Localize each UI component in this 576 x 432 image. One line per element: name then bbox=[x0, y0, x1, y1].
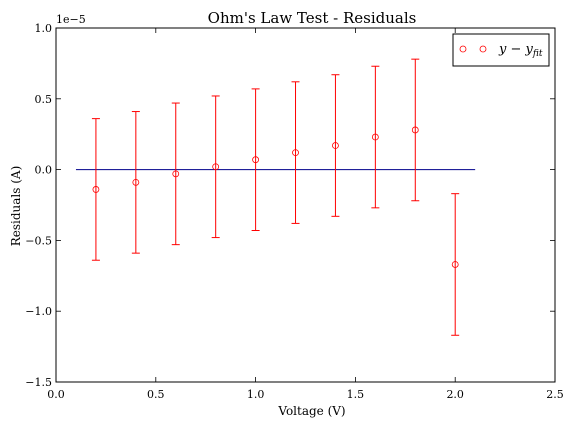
x-tick-label: 2.5 bbox=[546, 388, 564, 401]
data-point bbox=[132, 178, 140, 186]
data-point bbox=[92, 186, 100, 193]
y-tick-label: −0.5 bbox=[25, 234, 52, 247]
data-point bbox=[292, 149, 299, 157]
y-tick-label: −1.5 bbox=[25, 376, 52, 389]
plot-area: 0.0 0.5 1.0 1.5 2.0 2.5 −1.5 −1.0 −0.5 0.0 0.5 1.0 bbox=[25, 22, 563, 401]
legend-label-subscript: fit bbox=[532, 49, 543, 59]
data-point bbox=[451, 261, 459, 268]
data-point bbox=[172, 170, 180, 178]
x-tick-label: 0.5 bbox=[147, 388, 165, 401]
y-axis-label: Residuals (A) bbox=[9, 166, 23, 247]
chart-title: Ohm's Law Test - Residuals bbox=[208, 9, 417, 27]
data-point bbox=[371, 133, 379, 141]
legend-marker bbox=[459, 45, 467, 53]
data-point bbox=[332, 142, 339, 149]
x-tick-label: 1.5 bbox=[347, 388, 365, 401]
axes-frame bbox=[55, 27, 556, 383]
data-point bbox=[252, 156, 260, 164]
data-point bbox=[411, 126, 419, 134]
data-point bbox=[212, 163, 220, 171]
x-axis-label: Voltage (V) bbox=[277, 404, 345, 418]
legend-marker bbox=[479, 45, 487, 53]
legend-label: y − yfit bbox=[498, 42, 543, 59]
y-tick-label: 0.5 bbox=[35, 93, 53, 106]
legend: y − yfit bbox=[452, 33, 550, 67]
x-tick-label: 2.0 bbox=[446, 388, 464, 401]
y-tick-label: −1.0 bbox=[25, 305, 52, 318]
x-tick-label: 0.0 bbox=[47, 388, 65, 401]
y-tick-label: 1.0 bbox=[35, 22, 53, 35]
x-tick-label: 1.0 bbox=[247, 388, 265, 401]
legend-box bbox=[452, 33, 550, 67]
y-tick-label: 0.0 bbox=[35, 164, 53, 177]
y-axis-offset-label: 1e−5 bbox=[56, 13, 86, 26]
